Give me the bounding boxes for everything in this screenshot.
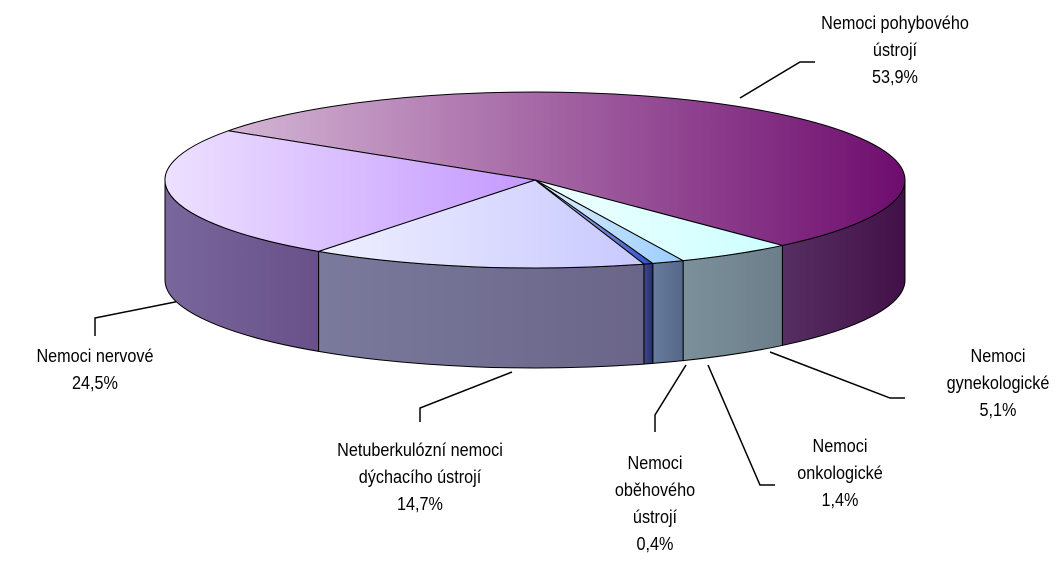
slice-label: Netuberkulózní nemoci dýchacího ústrojí 1…	[303, 437, 537, 518]
leader-line	[707, 364, 775, 486]
category-label: Nemoci nervové	[36, 346, 154, 366]
slice-label: Nemoci pohybového ústrojí 53,9%	[810, 10, 981, 91]
category-label: Nemoci gynekologické	[946, 346, 1050, 393]
value-label: 1,4%	[821, 490, 859, 510]
slice-label: Nemoci gynekologické 5,1%	[935, 343, 1060, 424]
leader-lines	[94, 61, 905, 486]
pie-tops	[164, 91, 906, 269]
slice-label: Nemoci nervové 24,5%	[5, 343, 185, 397]
category-label: Nemoci pohybového ústrojí	[821, 13, 969, 60]
leader-line	[769, 351, 905, 399]
pie-side	[643, 262, 654, 365]
value-label: 53,9%	[872, 67, 918, 87]
leader-line	[419, 371, 513, 422]
category-label: Nemoci onkologické	[797, 436, 883, 483]
value-label: 14,7%	[397, 494, 443, 514]
leader-line	[654, 364, 687, 432]
pie-side	[682, 244, 783, 362]
pie-slice	[164, 130, 536, 252]
category-label: Netuberkulózní nemoci dýchacího ústrojí	[337, 440, 503, 487]
pie-side	[318, 250, 645, 369]
leader-line	[94, 299, 186, 336]
slice-label: Nemoci oběhového ústrojí 0,4%	[606, 450, 705, 558]
pie-slice	[228, 91, 906, 246]
value-label: 5,1%	[979, 400, 1017, 420]
pie-sides	[164, 179, 906, 369]
pie-slice	[318, 179, 646, 269]
slice-label: Nemoci onkologické 1,4%	[786, 433, 894, 514]
value-label: 24,5%	[72, 373, 118, 393]
value-label: 0,4%	[636, 534, 674, 554]
leader-line	[739, 61, 815, 99]
category-label: Nemoci oběhového ústrojí	[614, 453, 696, 527]
pie-side	[652, 260, 684, 364]
